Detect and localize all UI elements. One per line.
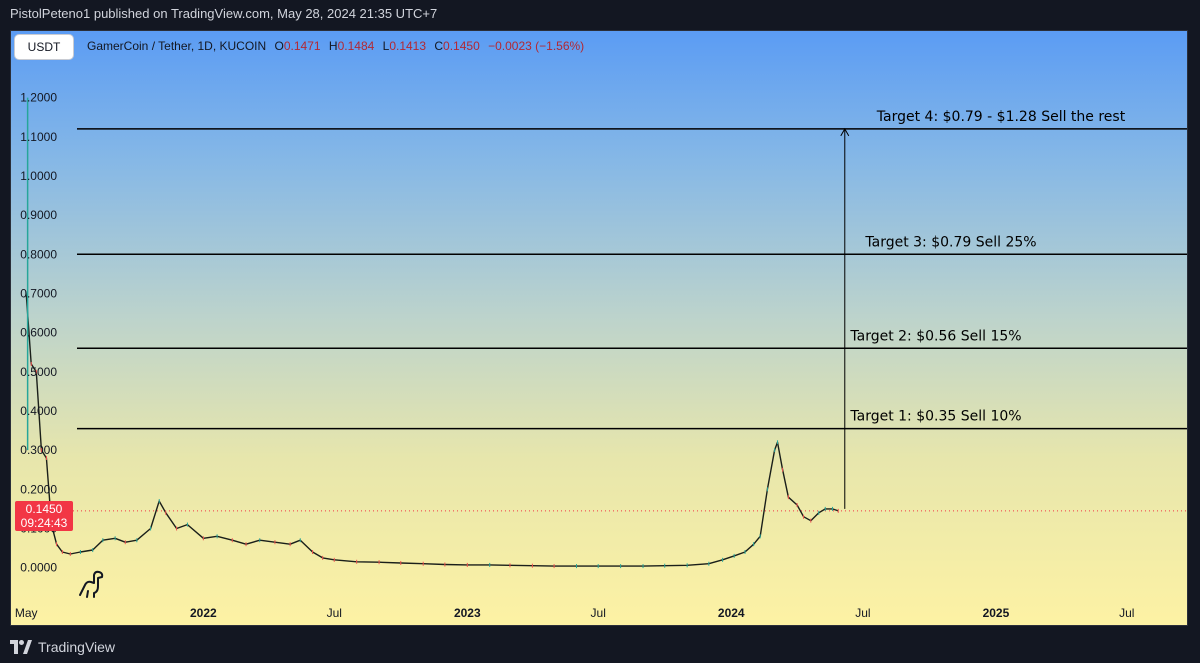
high-value: 0.1484 [337,39,375,53]
price-line [25,293,839,567]
x-tick-label: Jul [855,606,870,620]
x-tick-label: Jul [327,606,342,620]
symbol-name: GamerCoin / Tether, 1D, KUCOIN [87,39,267,53]
x-tick-label: 2023 [454,606,481,620]
target-labels: Target 1: $0.35 Sell 10% Target 2: $0.56 … [849,109,1125,425]
y-tick-label: 1.0000 [20,169,57,183]
x-tick-label: 2024 [718,606,745,620]
y-tick-label: 0.3000 [20,443,57,457]
x-tick-label: Jul [591,606,606,620]
price-chart[interactable]: 0.00000.10000.20000.30000.40000.50000.60… [11,31,1188,626]
target-label: Target 2: $0.56 Sell 15% [849,328,1021,344]
x-tick-label: Jul [1119,606,1134,620]
tradingview-logo-icon[interactable] [10,640,32,654]
y-tick-label: 0.2000 [20,482,57,496]
current-price-badge: 0.1450 09:24:43 [15,501,73,531]
y-tick-label: 0.9000 [20,208,57,222]
low-label: L [382,39,390,53]
arrow-head [840,127,850,137]
y-tick-label: 0.8000 [20,247,57,261]
high-label: H [328,39,338,53]
y-tick-label: 0.7000 [20,286,57,300]
x-tick-label: 2025 [983,606,1010,620]
price-series [25,97,839,569]
chart-panel[interactable]: 0.00000.10000.20000.30000.40000.50000.60… [10,30,1188,626]
dinosaur-icon[interactable] [77,569,107,599]
target-label: Target 1: $0.35 Sell 10% [849,409,1021,425]
target-label: Target 4: $0.79 - $1.28 Sell the rest [876,109,1126,125]
y-tick-label: 0.6000 [20,326,57,340]
close-value: 0.1450 [443,39,480,53]
target-label: Target 3: $0.79 Sell 25% [864,234,1036,250]
footer-brand: TradingView [38,639,116,655]
projection-arrow [840,127,850,509]
y-tick-label: 1.2000 [20,91,57,105]
x-tick-label: May [15,606,38,620]
y-tick-label: 1.1000 [20,130,57,144]
symbol-legend: GamerCoin / Tether, 1D, KUCOIN O0.1471 H… [87,39,584,53]
y-tick-label: 0.4000 [20,404,57,418]
x-axis: May 2022 Jul 2023 Jul 2024 Jul 2025 Jul [15,606,1135,620]
current-price-value: 0.1450 [25,502,63,516]
y-tick-label: 0.5000 [20,365,57,379]
close-label: C [434,39,444,53]
change-value: −0.0023 (−1.56%) [488,39,585,53]
low-value: 0.1413 [389,39,427,53]
footer: TradingView [10,636,115,658]
publisher-line: PistolPeteno1 published on TradingView.c… [10,6,438,21]
open-value: 0.1471 [283,39,321,53]
y-tick-label: 0.0000 [20,561,57,575]
x-tick-label: 2022 [190,606,217,620]
target-lines [77,128,1187,430]
bar-countdown: 09:24:43 [20,516,68,530]
open-label: O [274,39,284,53]
currency-button[interactable]: USDT [15,35,73,59]
